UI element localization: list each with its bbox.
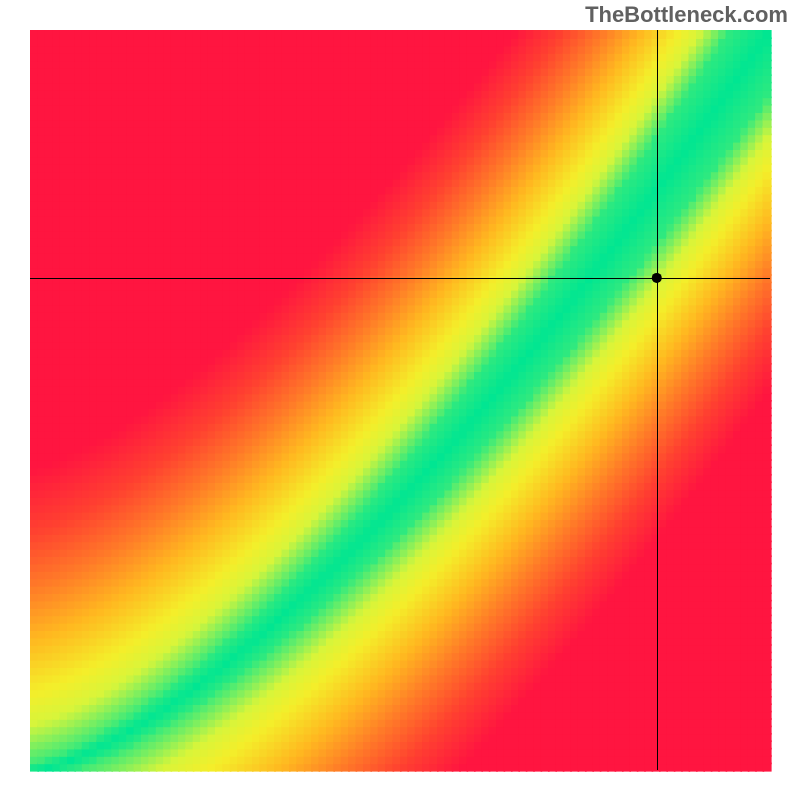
bottleneck-heatmap bbox=[0, 0, 800, 800]
chart-container: TheBottleneck.com bbox=[0, 0, 800, 800]
watermark-text: TheBottleneck.com bbox=[585, 2, 788, 28]
